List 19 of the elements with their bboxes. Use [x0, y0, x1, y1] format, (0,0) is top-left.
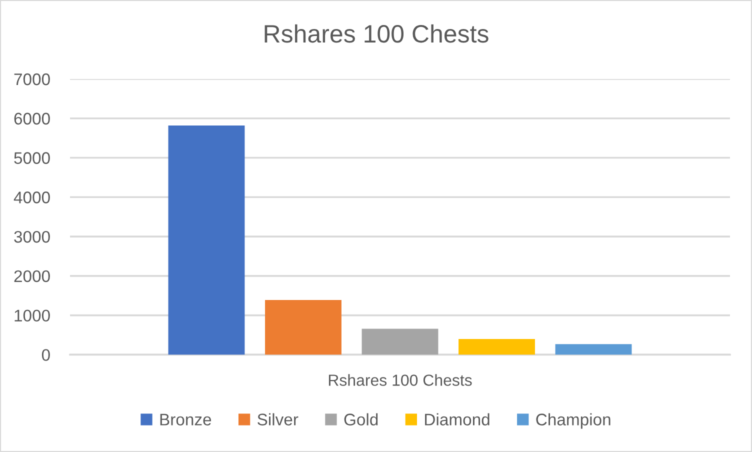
y-tick-label: 5000: [14, 152, 50, 164]
y-tick-label: 2000: [14, 270, 50, 282]
legend-label: Champion: [536, 413, 610, 429]
y-tick-label: 3000: [14, 230, 50, 243]
bar: [555, 344, 632, 355]
y-tick-label: 6000: [14, 112, 50, 125]
y-tick-label: 7000: [14, 73, 50, 86]
y-tick-label: 0: [42, 349, 50, 361]
legend-label: Silver: [258, 413, 298, 426]
bar: [458, 338, 535, 355]
y-tick-label: 4000: [14, 192, 50, 204]
bar: [168, 125, 245, 355]
chart-title: Rshares 100 Chests: [264, 24, 488, 43]
legend-label: Bronze: [160, 414, 212, 426]
y-tick-label: 1000: [14, 310, 50, 322]
bar: [362, 328, 438, 355]
legend-label: Diamond: [425, 413, 490, 426]
bar: [265, 300, 342, 355]
legend-label: Gold: [344, 413, 378, 426]
